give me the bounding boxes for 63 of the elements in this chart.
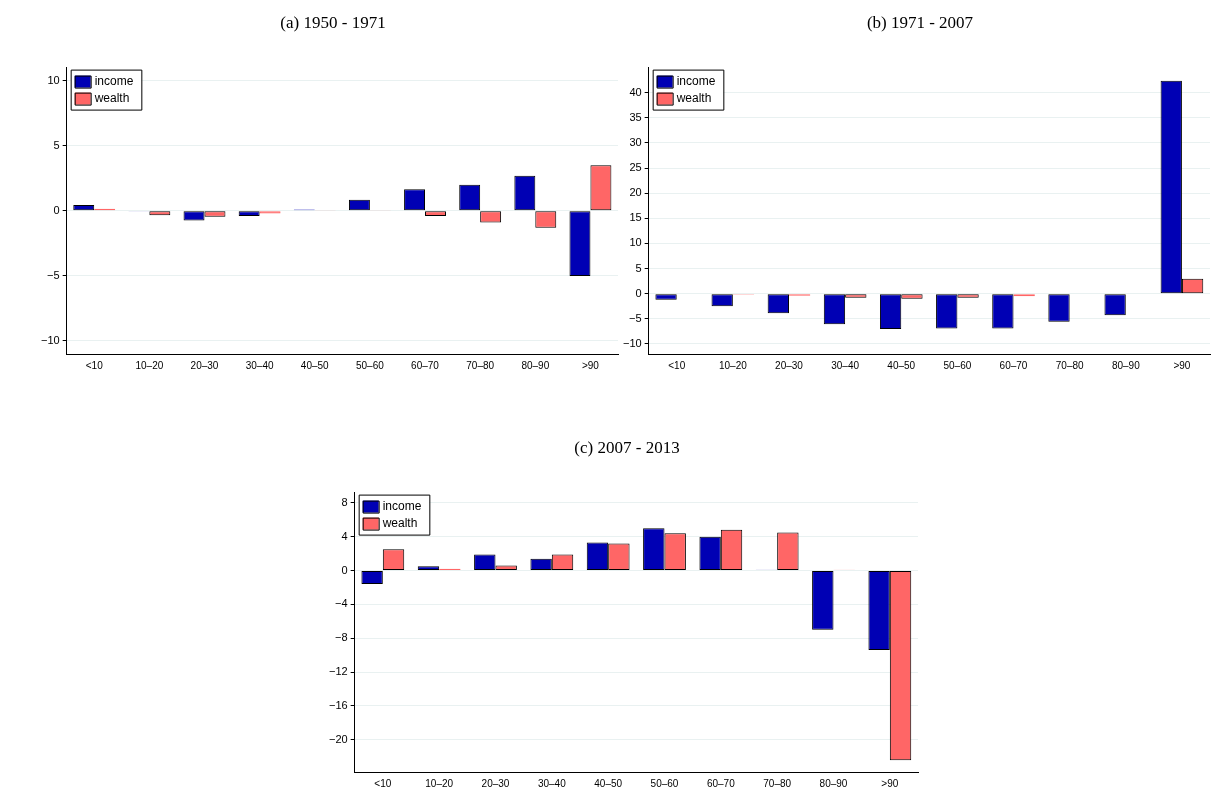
x-tick-label: 10–20 xyxy=(135,359,164,371)
y-tick-label: 10 xyxy=(629,236,642,249)
chart-title: (b) 1971 - 2007 xyxy=(865,12,975,34)
y-tick-label: 5 xyxy=(53,138,60,151)
x-tick-label: 70–80 xyxy=(763,777,792,789)
chart-title: (a) 1950 - 1971 xyxy=(279,12,387,34)
chart-title: (c) 2007 - 2013 xyxy=(573,437,681,459)
x-tick-label: 70–80 xyxy=(466,359,495,371)
x-tick-label: 40–50 xyxy=(887,359,916,371)
y-tick-label: −12 xyxy=(328,665,348,678)
x-tick-label: 60–70 xyxy=(706,777,736,789)
x-tick-label: 20–30 xyxy=(190,359,219,371)
x-tick-label: 70–80 xyxy=(1055,359,1084,371)
x-tick-label: <10 xyxy=(668,359,686,371)
y-tick-label: −5 xyxy=(47,268,60,281)
y-tick-label: 30 xyxy=(629,136,642,148)
y-tick-label: −10 xyxy=(622,336,642,349)
y-tick-label: 35 xyxy=(629,110,642,123)
x-tick-label: 80–90 xyxy=(521,359,550,371)
x-tick-label: 20–30 xyxy=(481,777,510,789)
y-tick-label: 10 xyxy=(47,73,60,86)
legend-label: wealth xyxy=(381,515,418,530)
legend-label: income xyxy=(676,73,716,88)
legend-label: wealth xyxy=(675,90,712,105)
x-tick-label: 30–40 xyxy=(245,359,274,371)
y-tick-label: −5 xyxy=(629,311,642,324)
y-tick-label: 25 xyxy=(629,161,642,174)
x-tick-label: 20–30 xyxy=(775,359,804,371)
y-tick-label: 5 xyxy=(635,261,642,274)
x-tick-label: 60–70 xyxy=(999,359,1028,371)
x-tick-label: >90 xyxy=(581,359,600,371)
y-tick-label: −4 xyxy=(335,597,348,610)
y-tick-label: −20 xyxy=(328,732,348,745)
y-tick-label: −10 xyxy=(40,334,60,347)
x-tick-label: 40–50 xyxy=(300,359,330,371)
x-tick-label: <10 xyxy=(374,777,392,789)
y-tick-label: 15 xyxy=(629,211,642,224)
x-tick-label: 30–40 xyxy=(537,777,567,789)
y-tick-label: 0 xyxy=(341,563,348,576)
x-tick-label: 60–70 xyxy=(411,359,440,371)
y-tick-label: 20 xyxy=(629,186,642,199)
x-tick-label: >90 xyxy=(881,777,899,789)
y-tick-label: 40 xyxy=(629,85,642,98)
x-tick-label: 80–90 xyxy=(819,777,848,789)
x-tick-label: 80–90 xyxy=(1111,359,1141,371)
y-tick-label: 8 xyxy=(341,495,348,508)
y-tick-label: −8 xyxy=(335,631,348,644)
legend-label: income xyxy=(382,498,422,513)
y-tick-label: −16 xyxy=(328,698,348,711)
y-tick-label: 4 xyxy=(341,529,348,542)
x-tick-label: 50–60 xyxy=(650,777,679,789)
x-tick-label: 10–20 xyxy=(718,359,748,371)
x-tick-label: 30–40 xyxy=(831,359,860,371)
x-tick-label: 10–20 xyxy=(425,777,454,789)
legend-label: income xyxy=(94,73,134,88)
x-tick-label: 50–60 xyxy=(355,359,385,371)
x-tick-label: 50–60 xyxy=(943,359,972,371)
x-tick-label: >90 xyxy=(1173,359,1191,371)
y-tick-label: 0 xyxy=(635,286,642,299)
legend-label: wealth xyxy=(93,90,130,105)
x-tick-label: <10 xyxy=(85,359,104,371)
x-tick-label: 40–50 xyxy=(594,777,623,789)
y-tick-label: 0 xyxy=(53,203,60,216)
